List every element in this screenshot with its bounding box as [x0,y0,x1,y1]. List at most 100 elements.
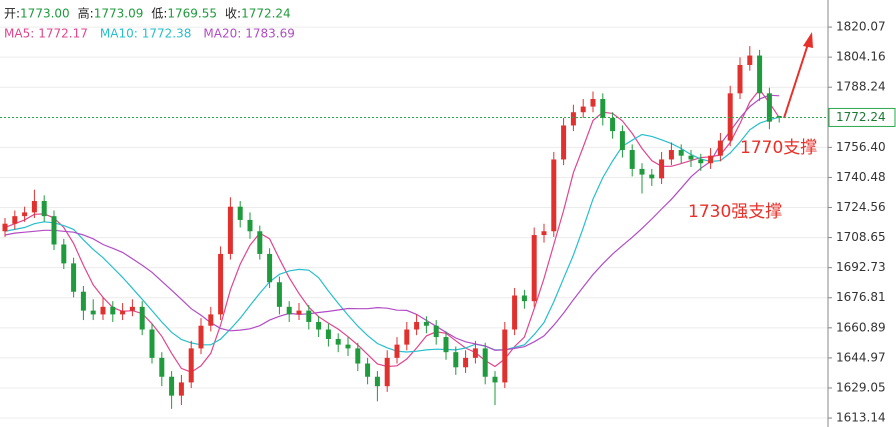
candle-body [600,99,606,118]
candle-body [463,357,469,368]
legend-value: 1783.69 [245,27,295,41]
annotation: 1730强支撑 [688,202,782,222]
candle-body [776,116,782,118]
candle-body [100,306,106,315]
candle-body [325,329,331,339]
candle-body [41,201,47,217]
candle-body [414,321,420,330]
y-tick-label: 1613.14 [836,411,886,425]
annotation: 1770支撑 [740,138,817,158]
candle-body [619,131,625,151]
candle-body [727,93,733,141]
candle-body [71,263,77,292]
candle-body [531,235,537,302]
y-tick-label: 1788.24 [836,80,886,94]
legend-value: 1772.38 [142,27,192,41]
candle-body [384,357,390,387]
candle-body [717,140,723,156]
candle-body [61,244,67,264]
candle-body [482,348,488,377]
candle-body [639,168,645,175]
candle-body [355,348,361,364]
grid [0,26,832,419]
candle-body [247,219,253,232]
candle-body [570,112,576,126]
y-tick-label: 1644.97 [836,350,886,364]
candle-body [404,329,410,345]
candle-body [12,216,18,224]
legend-name: MA20: [203,27,241,41]
candle-body [169,376,175,396]
candle-body [227,206,233,254]
candle-body [129,306,135,311]
legend-name: MA10: [100,27,138,41]
y-tick-label: 1676.81 [836,290,886,304]
y-tick-label: 1724.56 [836,200,886,214]
y-tick-label: 1629.05 [836,380,886,394]
header-value: 1772.24 [241,7,291,21]
candle-body [492,376,498,383]
candle-body [659,159,665,179]
candle-body [306,310,312,322]
candle-body [80,291,86,311]
candle-body [237,206,243,220]
candle-body [502,329,508,383]
candle-body [561,125,567,160]
y-tick-label: 1660.89 [836,320,886,334]
y-tick-label: 1692.73 [836,260,886,274]
header-label: 高: [78,6,94,21]
candle-body [443,337,449,353]
header: 开: 1773.00 高: 1773.09 低: 1769.55 收: 1772.24 [4,6,291,21]
candle-body [110,306,116,315]
ma-line [4,94,780,351]
candle-body [22,212,28,217]
candle-body [433,325,439,338]
candle-body [31,201,37,213]
candle-body [757,55,763,94]
ma-line [4,116,780,353]
candle-body [188,348,194,383]
last-price-label: 1772.24 [836,110,886,124]
y-tick-label: 1756.40 [836,140,886,154]
candle-body [668,150,674,160]
candle-body [708,155,714,164]
candle-body [374,376,380,387]
last-price-box [828,107,896,127]
candle-body [365,363,371,377]
candle-body [580,106,586,113]
candle-body [541,231,547,236]
candle-body [678,150,684,156]
header-label: 收: [225,7,241,21]
y-tick-label: 1708.65 [836,230,886,244]
candle-body [139,306,145,330]
candle-body [345,344,351,349]
candle-body [453,352,459,368]
candle-body [267,253,273,283]
candle-body [551,159,557,232]
header-value: 1769.55 [167,7,217,21]
header-label: 低: [151,7,167,21]
y-tick-label: 1804.16 [836,50,886,64]
candle-body [610,117,616,132]
candle-body [90,310,96,315]
legend-name: MA5: [4,27,34,41]
candle-body [590,99,596,107]
candle-body [521,295,527,302]
trend-arrow [783,32,813,119]
legend: MA5: 1772.17 MA10: 1772.38 MA20: 1783.69 [4,27,295,41]
legend-value: 1772.17 [38,27,88,41]
candle-body [218,253,224,315]
candle-body [629,150,635,169]
candle-body [296,310,302,315]
candles [2,46,782,409]
candle-body [512,295,518,330]
candle-body [257,231,263,254]
candle-body [51,216,57,245]
ma-line [4,88,780,373]
candle-body [747,55,753,65]
candle-body [698,159,704,164]
candle-body [149,329,155,358]
candle-body [766,93,772,122]
